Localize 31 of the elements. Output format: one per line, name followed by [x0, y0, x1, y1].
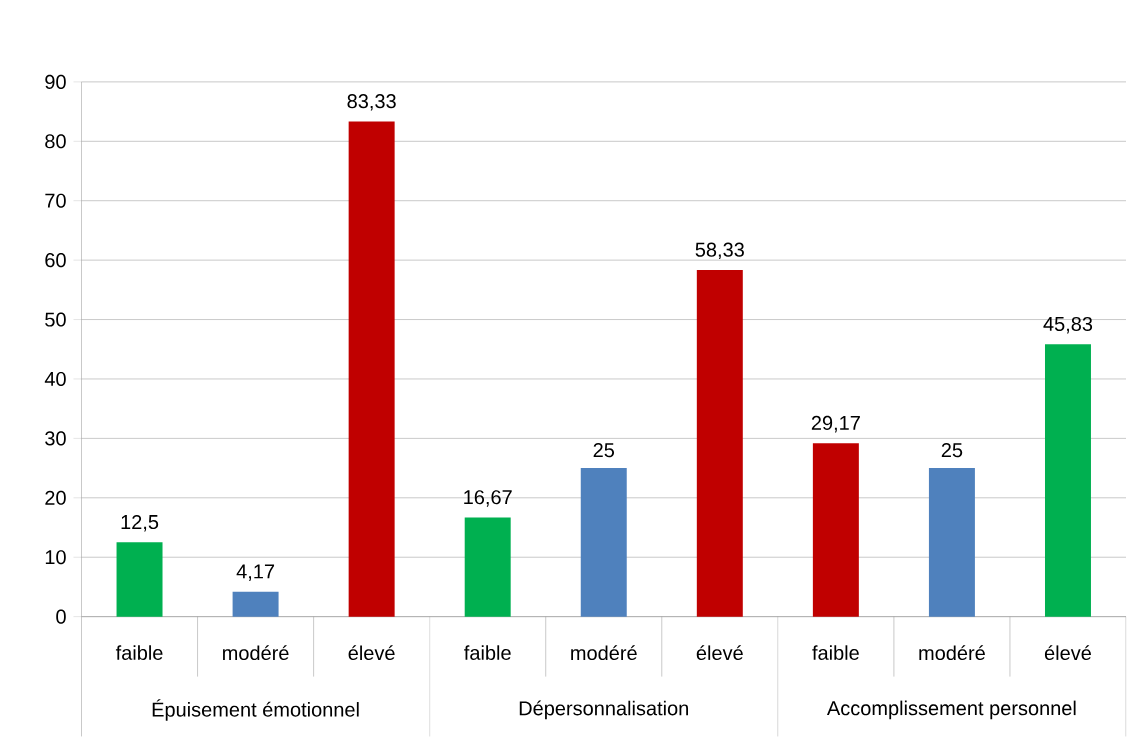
- y-tick-label: 90: [45, 74, 66, 90]
- y-tick-label: 70: [45, 193, 66, 208]
- data-label: 16,67: [464, 490, 512, 507]
- y-tick-label: 40: [44, 371, 66, 387]
- x-tick-label: élevé: [348, 645, 395, 661]
- x-tick-label: élevé: [1044, 645, 1091, 661]
- x-tick-label: élevé: [696, 645, 743, 661]
- y-tick-label: 80: [45, 134, 66, 149]
- x-tick-label: faible: [812, 645, 859, 661]
- data-label: 29,17: [811, 415, 860, 433]
- x-tick-label: faible: [464, 645, 511, 661]
- y-tick-label: 0: [56, 609, 66, 624]
- y-tick-label: 50: [45, 312, 66, 327]
- x-tick-label: modéré: [223, 645, 289, 661]
- y-tick-label: 20: [45, 490, 66, 505]
- data-label: 25: [593, 443, 615, 458]
- text: Dépersonnalisation: [519, 700, 688, 720]
- data-label: 83,33: [347, 94, 396, 111]
- x-tick-label: faible: [115, 645, 163, 661]
- data-label: 58,33: [695, 242, 744, 260]
- x-tick-label: modéré: [919, 645, 985, 661]
- y-tick-label: 10: [45, 550, 66, 565]
- y-tick-label: 30: [45, 431, 66, 446]
- text: Épuisement émotionnel: [152, 699, 359, 721]
- x-tick-label: modéré: [571, 645, 637, 661]
- data-label: 45,83: [1043, 316, 1093, 334]
- data-label: 25: [941, 443, 963, 458]
- y-tick-label: 60: [45, 253, 66, 268]
- data-label: 4,17: [236, 564, 275, 581]
- text: Accomplissement personnel: [826, 700, 1076, 720]
- data-label: 12,5: [121, 514, 159, 532]
